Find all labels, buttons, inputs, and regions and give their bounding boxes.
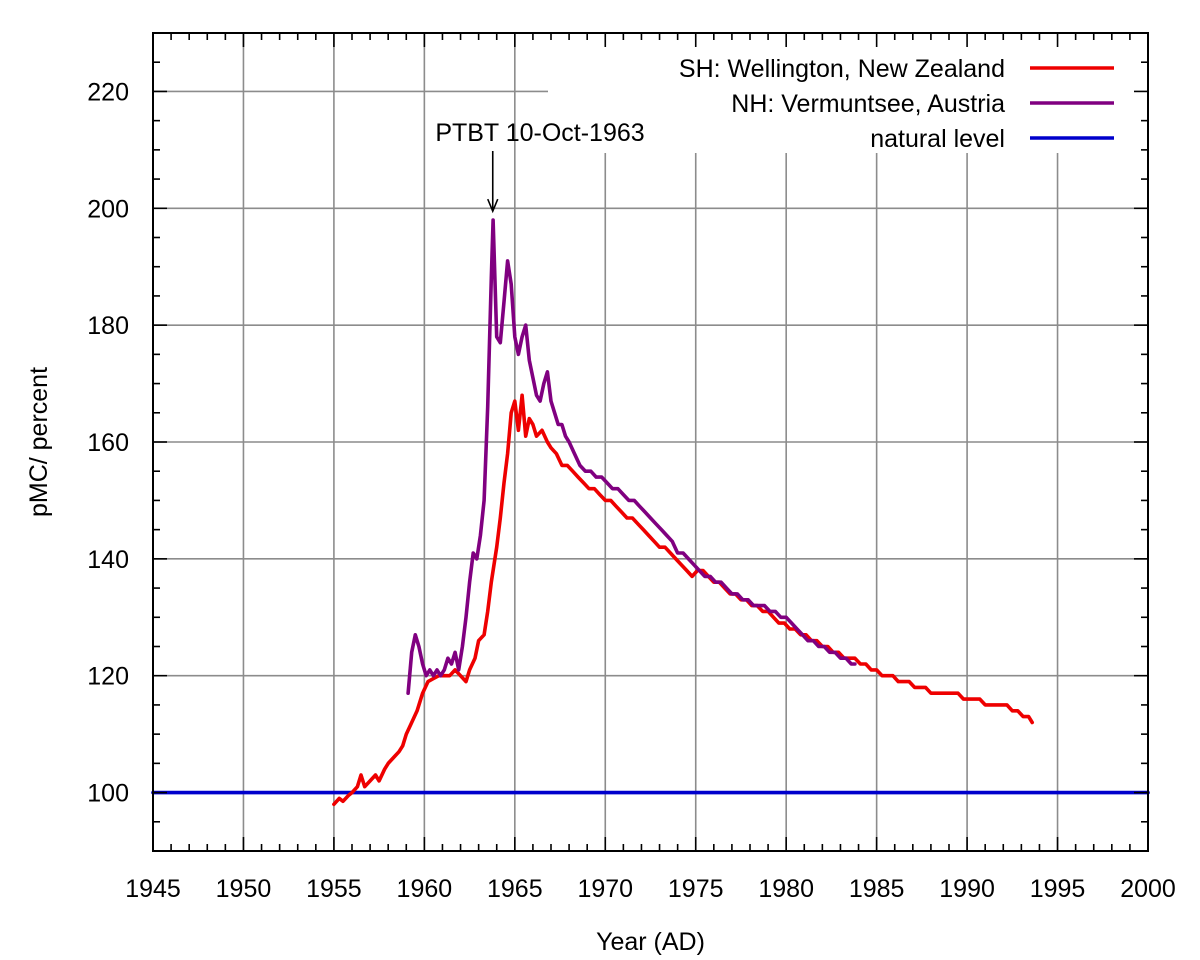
x-tick-label: 1995 (1030, 875, 1086, 903)
legend-label: NH: Vermuntsee, Austria (731, 90, 1005, 118)
x-tick-label: 1990 (939, 875, 995, 903)
y-axis-label: pMC/ percent (25, 367, 53, 517)
annotation-label: PTBT 10-Oct-1963 (435, 119, 644, 147)
y-tick-label: 180 (87, 312, 129, 340)
series-line-1 (406, 218, 857, 696)
annotations: PTBT 10-Oct-1963 (435, 119, 645, 214)
y-tick-label: 200 (87, 195, 129, 223)
x-tick-label: 1985 (849, 875, 905, 903)
x-tick-label: 1960 (397, 875, 453, 903)
x-tick-label: 2000 (1120, 875, 1176, 903)
x-tick-label: 1945 (125, 875, 181, 903)
x-tick-label: 1965 (487, 875, 543, 903)
tick-labels: 1945 1950 1955 1960 1965 1970 1975 1980 1985 1990… (87, 78, 1176, 903)
y-tick-label: 120 (87, 663, 129, 691)
x-tick-label: 1980 (758, 875, 814, 903)
legend: SH: Wellington, New Zealand NH: Vermuntse… (679, 55, 1114, 153)
y-tick-label: 160 (87, 429, 129, 457)
legend-label: SH: Wellington, New Zealand (679, 55, 1005, 83)
x-tick-label: 1970 (577, 875, 633, 903)
x-tick-label: 1950 (216, 875, 272, 903)
x-axis-label: Year (AD) (596, 928, 705, 956)
x-tick-label: 1975 (668, 875, 724, 903)
y-tick-label: 220 (87, 78, 129, 106)
y-tick-label: 100 (87, 780, 129, 808)
annotation-arrow-head (487, 198, 499, 214)
x-tick-label: 1955 (306, 875, 362, 903)
series-line-0 (332, 393, 1034, 807)
series-layer (151, 218, 1150, 807)
y-tick-label: 140 (87, 546, 129, 574)
legend-label: natural level (870, 125, 1005, 153)
ticks (152, 32, 1149, 852)
